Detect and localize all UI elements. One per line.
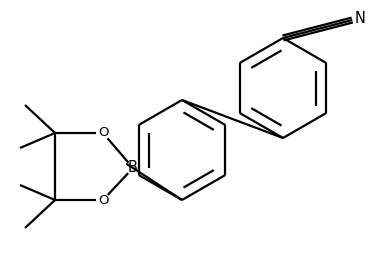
Text: O: O (98, 127, 108, 140)
Text: B: B (128, 160, 138, 176)
Text: N: N (355, 10, 365, 25)
Text: O: O (98, 193, 108, 206)
